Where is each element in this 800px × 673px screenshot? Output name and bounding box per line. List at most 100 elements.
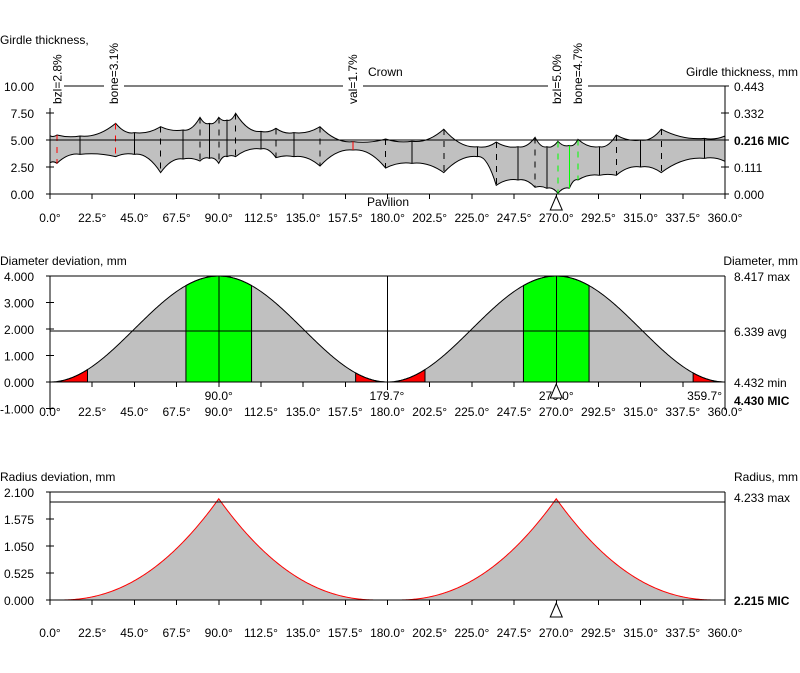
radius-left-tick-label: 1.575	[4, 513, 34, 527]
radius-x-tick-label: 360.0°	[708, 626, 743, 640]
radius-x-tick-label: 67.5°	[162, 626, 190, 640]
radius-right-title: Radius, mm	[734, 470, 798, 484]
diameter-left-tick-label: 3.000	[4, 297, 34, 311]
girdle-x-tick-label: 112.5°	[244, 211, 278, 225]
girdle-x-tick-label: 180.0°	[370, 211, 405, 225]
girdle-x-tick-label: 22.5°	[78, 211, 106, 225]
girdle-x-tick-label: 292.5°	[581, 211, 616, 225]
radius-x-tick-label: 270.0°	[539, 626, 574, 640]
girdle-position-marker-icon	[549, 194, 564, 211]
facet-percent-annotation: val=1.7%	[346, 54, 360, 104]
girdle-x-tick-label: 315.0°	[623, 211, 658, 225]
crown-label: Crown	[368, 65, 403, 79]
radius-x-tick-label: 180.0°	[370, 626, 405, 640]
girdle-x-tick-label: 337.5°	[665, 211, 700, 225]
girdle-x-tick-label: 67.5°	[162, 211, 190, 225]
radius-x-tick-label: 202.5°	[412, 626, 447, 640]
radius-x-tick-label: 0.0°	[39, 626, 61, 640]
diameter-left-tick-label: 0.000	[4, 376, 34, 390]
diameter-x-tick-label: 337.5°	[665, 405, 700, 419]
diameter-x-tick-label: 90.0°	[205, 405, 233, 419]
girdle-x-tick-label: 135.0°	[286, 211, 321, 225]
diameter-angle-label: 179.7°	[370, 389, 405, 403]
diameter-red-zone	[57, 368, 88, 383]
diameter-x-tick-label: 112.5°	[244, 405, 278, 419]
girdle-x-tick-label: 360.0°	[708, 211, 743, 225]
diameter-right-tick-label: 6.339 avg	[734, 325, 787, 339]
radius-left-tick-label: 1.050	[4, 540, 34, 554]
girdle-x-tick-label: 247.5°	[497, 211, 532, 225]
girdle-x-tick-label: 225.0°	[454, 211, 489, 225]
diameter-x-tick-label: 360.0°	[708, 405, 743, 419]
diameter-left-tick-label: 2.000	[4, 323, 34, 337]
radius-left-tick-label: 0.525	[4, 567, 34, 581]
girdle-right-tick-label: 0.111	[734, 161, 763, 175]
radius-x-tick-label: 292.5°	[581, 626, 616, 640]
diameter-x-tick-label: 180.0°	[370, 405, 405, 419]
diameter-x-tick-label: 202.5°	[412, 405, 447, 419]
girdle-left-tick-label: 0.00	[11, 188, 35, 202]
diameter-x-tick-label: 135.0°	[286, 405, 321, 419]
diameter-angle-label: 90.0°	[205, 389, 233, 403]
radius-left-tick-label: 0.000	[4, 594, 34, 608]
girdle-x-tick-label: 90.0°	[205, 211, 233, 225]
facet-percent-annotation: bone=4.7%	[571, 43, 585, 104]
diameter-x-tick-label: 22.5°	[78, 405, 106, 419]
diameter-x-tick-label: 45.0°	[120, 405, 148, 419]
girdle-left-tick-label: 10.00	[4, 80, 34, 94]
girdle-right-tick-label: 0.332	[734, 107, 764, 121]
diameter-x-tick-label: 270.0°	[539, 405, 574, 419]
diameter-x-tick-label: 225.0°	[454, 405, 489, 419]
facet-percent-annotation: bzl=5.0%	[550, 54, 564, 104]
radius-right-tick-label: 4.233 max	[734, 491, 790, 505]
diameter-right-title: Diameter, mm	[723, 254, 798, 268]
girdle-right-tick-label: 0.216 MIC	[734, 134, 790, 148]
girdle-x-tick-label: 0.0°	[39, 211, 61, 225]
girdle-thickness-area	[49, 112, 726, 195]
girdle-right-title: Girdle thickness, mm	[686, 65, 798, 79]
diameter-red-zone	[394, 368, 426, 383]
diameter-right-tick-label: 4.432 min	[734, 376, 787, 390]
pavilion-label: Pavilion	[367, 195, 409, 209]
girdle-x-tick-label: 157.5°	[328, 211, 363, 225]
radius-x-tick-label: 157.5°	[328, 626, 363, 640]
radius-x-tick-label: 337.5°	[665, 626, 700, 640]
girdle-right-tick-label: 0.443	[734, 80, 764, 94]
radius-x-tick-label: 45.0°	[120, 626, 148, 640]
diameter-x-tick-label: 292.5°	[581, 405, 616, 419]
girdle-x-tick-label: 270.0°	[539, 211, 574, 225]
radius-x-tick-label: 90.0°	[205, 626, 233, 640]
diameter-x-tick-label: 0.0°	[39, 405, 61, 419]
diameter-x-tick-label: 157.5°	[328, 405, 363, 419]
diameter-right-tick-label: 8.417 max	[734, 270, 790, 284]
diameter-right-tick-label: 4.430 MIC	[734, 394, 790, 408]
girdle-left-tick-label: 5.00	[11, 134, 35, 148]
diameter-red-zone	[355, 372, 385, 383]
diameter-left-tick-label: 1.000	[4, 350, 34, 364]
girdle-left-title: Girdle thickness,	[0, 33, 89, 47]
radius-position-marker-icon	[549, 601, 564, 618]
girdle-left-tick-label: 7.50	[11, 107, 35, 121]
diameter-left-tick-label: 4.000	[4, 270, 34, 284]
diameter-angle-label: 359.7°	[687, 389, 722, 403]
radius-x-tick-label: 225.0°	[454, 626, 489, 640]
radius-x-tick-label: 112.5°	[244, 626, 278, 640]
radius-x-tick-label: 247.5°	[497, 626, 532, 640]
diameter-red-zone	[692, 372, 722, 383]
diameter-x-tick-label: 315.0°	[623, 405, 658, 419]
girdle-right-tick-label: 0.000	[734, 188, 764, 202]
diameter-position-marker-icon	[549, 382, 564, 399]
radius-x-tick-label: 22.5°	[78, 626, 106, 640]
girdle-x-tick-label: 45.0°	[120, 211, 148, 225]
radius-x-tick-label: 315.0°	[623, 626, 658, 640]
diameter-x-tick-label: 67.5°	[162, 405, 190, 419]
diameter-x-tick-label: 247.5°	[497, 405, 532, 419]
girdle-x-tick-label: 202.5°	[412, 211, 447, 225]
diameter-left-title: Diameter deviation, mm	[0, 254, 127, 268]
girdle-left-tick-label: 2.50	[11, 161, 35, 175]
radius-right-tick-label: 2.215 MIC	[734, 594, 790, 608]
radius-deviation-area	[50, 498, 725, 600]
diameter-left-tick-label: -1.000	[0, 403, 34, 417]
radius-left-title: Radius deviation, mm	[0, 470, 115, 484]
